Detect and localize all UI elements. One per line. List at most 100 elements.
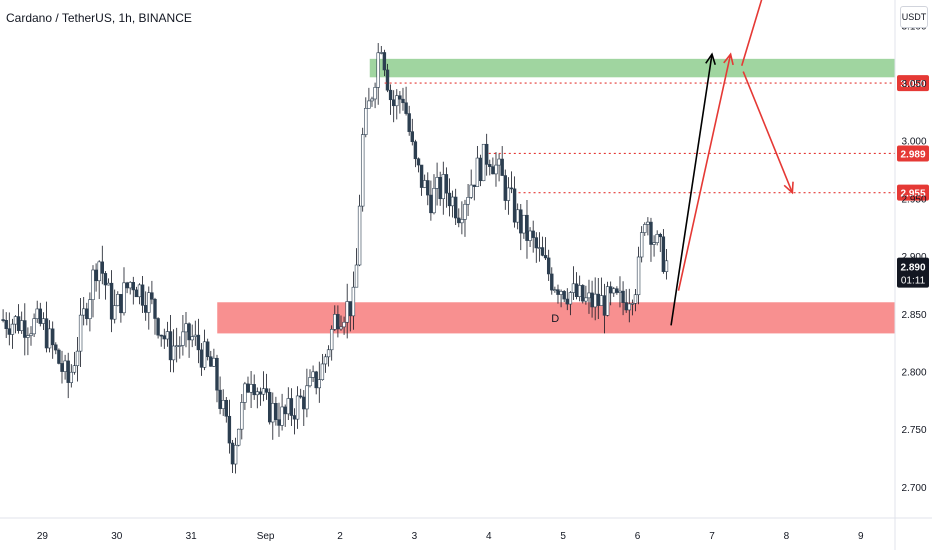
candle-body bbox=[159, 334, 163, 337]
candle-body bbox=[565, 298, 569, 305]
candle-body bbox=[85, 308, 89, 320]
candle-body bbox=[106, 282, 111, 286]
candle-body bbox=[60, 363, 64, 372]
candle-body bbox=[202, 341, 207, 368]
candle-body bbox=[407, 113, 411, 132]
candle-body bbox=[556, 289, 560, 295]
currency-button[interactable]: USDT bbox=[900, 6, 928, 28]
candle-body bbox=[357, 205, 362, 266]
red-arrow-up bbox=[677, 54, 732, 291]
candle-body bbox=[212, 357, 216, 367]
candle-body bbox=[404, 102, 408, 114]
candle-body bbox=[636, 256, 641, 296]
candle-body bbox=[584, 297, 588, 302]
y-tick-label: 3.000 bbox=[901, 137, 926, 148]
candle-body bbox=[475, 157, 480, 187]
candle-body bbox=[466, 197, 470, 205]
level-price-badge bbox=[897, 184, 929, 201]
candle-body bbox=[193, 334, 197, 337]
candle-body bbox=[345, 301, 349, 323]
candle-body bbox=[23, 320, 27, 338]
candle-body bbox=[4, 319, 8, 329]
candle-body bbox=[199, 349, 204, 368]
candle-body bbox=[568, 292, 573, 305]
candle-body bbox=[230, 442, 235, 465]
candle-body bbox=[308, 377, 312, 387]
candle-body bbox=[512, 188, 517, 223]
candle-body bbox=[587, 292, 591, 299]
candle-body bbox=[320, 363, 325, 381]
candle-body bbox=[174, 345, 179, 348]
candle-body bbox=[639, 232, 644, 258]
red-arrow-rally bbox=[740, 0, 763, 66]
candle-body bbox=[528, 230, 532, 241]
candle-body bbox=[72, 365, 77, 373]
candle-body bbox=[593, 293, 597, 308]
candle-body bbox=[646, 221, 650, 225]
candle-body bbox=[441, 174, 445, 200]
y-tick-label: 2.700 bbox=[901, 483, 926, 494]
candle-body bbox=[26, 335, 30, 338]
candle-body bbox=[274, 403, 278, 421]
candle-body bbox=[457, 217, 461, 224]
candle-body bbox=[295, 395, 300, 420]
candle-body bbox=[47, 328, 52, 349]
candle-body bbox=[559, 291, 563, 295]
candle-body bbox=[187, 323, 191, 341]
candle-body bbox=[519, 209, 523, 234]
black-arrow-head bbox=[705, 52, 716, 65]
candle-body bbox=[134, 289, 139, 298]
candle-body bbox=[376, 52, 380, 88]
candle-body bbox=[116, 294, 120, 306]
candle-body bbox=[38, 308, 42, 324]
candle-body bbox=[267, 392, 272, 423]
candle-body bbox=[233, 444, 238, 465]
candle-body bbox=[537, 247, 542, 249]
candle-body bbox=[649, 221, 653, 245]
candle-body bbox=[10, 323, 15, 335]
candle-body bbox=[531, 230, 535, 238]
candle-body bbox=[596, 293, 600, 306]
candle-body bbox=[438, 177, 442, 200]
candle-body bbox=[621, 290, 625, 303]
candle-body bbox=[32, 318, 36, 335]
candle-body bbox=[453, 196, 458, 219]
candle-body bbox=[515, 209, 520, 223]
candle-body bbox=[323, 356, 328, 365]
x-tick-label: 8 bbox=[784, 531, 790, 542]
candle-body bbox=[525, 214, 529, 241]
candle-body bbox=[249, 384, 253, 393]
candle-body bbox=[283, 406, 287, 415]
candle-body bbox=[16, 316, 21, 331]
x-tick-label: 30 bbox=[111, 531, 123, 542]
candle-body bbox=[168, 331, 173, 361]
candle-body bbox=[35, 308, 39, 319]
candle-body bbox=[643, 224, 647, 233]
y-tick-label: 3.050 bbox=[901, 79, 926, 90]
candle-body bbox=[75, 350, 80, 366]
candle-body bbox=[478, 157, 483, 182]
candle-body bbox=[364, 108, 368, 135]
x-tick-label: 29 bbox=[37, 531, 49, 542]
candle-body bbox=[553, 289, 557, 292]
candle-body bbox=[57, 349, 61, 364]
candle-body bbox=[416, 158, 421, 166]
candle-body bbox=[112, 305, 117, 320]
black-arrow bbox=[670, 54, 713, 326]
candle-body bbox=[370, 98, 374, 102]
candle-body bbox=[360, 134, 365, 207]
candle-body bbox=[503, 175, 507, 201]
x-tick-label: 2 bbox=[337, 531, 343, 542]
candle-body bbox=[463, 203, 467, 220]
candle-layer bbox=[1, 43, 669, 474]
candle-body bbox=[289, 398, 294, 416]
candle-body bbox=[472, 184, 476, 187]
candle-body bbox=[326, 349, 331, 358]
candle-body bbox=[277, 419, 281, 426]
x-tick-label: 3 bbox=[412, 531, 418, 542]
candle-body bbox=[305, 385, 309, 410]
candle-body bbox=[261, 388, 266, 395]
candle-body bbox=[410, 131, 414, 142]
